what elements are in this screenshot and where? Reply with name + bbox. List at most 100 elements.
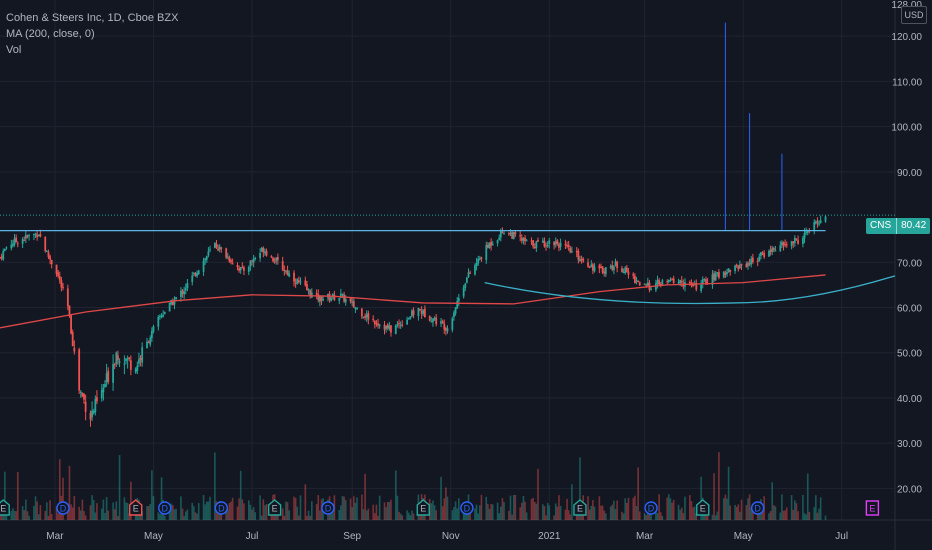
candle-body: [567, 244, 570, 247]
event-letter: E: [133, 504, 139, 514]
candle-body: [401, 324, 404, 326]
earnings-shape: [0, 499, 10, 516]
candle-body: [713, 273, 715, 280]
candle-body: [559, 242, 562, 247]
candle-body: [407, 318, 410, 320]
candle-body: [488, 243, 491, 249]
candle-body: [352, 300, 355, 308]
volume-bar: [624, 498, 627, 520]
candle-body: [125, 358, 127, 362]
earnings-marker[interactable]: E: [865, 500, 880, 516]
candle-body: [659, 284, 662, 286]
volume-bar: [293, 496, 295, 520]
dividend-marker[interactable]: D: [644, 501, 658, 515]
volume-bar: [238, 498, 240, 520]
volume-bar: [315, 504, 318, 520]
candle-body: [441, 321, 444, 324]
volume-bar: [390, 499, 392, 520]
volume-bar: [747, 498, 749, 520]
symbol-title[interactable]: Cohen & Steers Inc, 1D, Cboe BZX: [6, 12, 179, 24]
candle-body: [191, 275, 194, 283]
volume-bar: [309, 515, 311, 520]
candle-body: [432, 318, 434, 323]
dividend-marker[interactable]: D: [56, 501, 70, 515]
dividend-marker[interactable]: D: [460, 501, 474, 515]
volume-bar: [430, 503, 433, 520]
candle-body: [107, 370, 110, 382]
candle-body: [276, 257, 279, 261]
volume-bar: [49, 500, 51, 520]
candle-body: [309, 290, 312, 297]
volume-bar: [26, 511, 29, 520]
chart-legend: Cohen & Steers Inc, 1D, Cboe BZX MA (200…: [6, 10, 178, 58]
earnings-marker[interactable]: E: [696, 499, 710, 516]
candle-body: [782, 241, 785, 246]
volume-bar: [514, 494, 517, 520]
candle-body: [170, 299, 173, 305]
volume-bar: [659, 512, 662, 520]
volume-indicator-label[interactable]: Vol: [6, 44, 22, 56]
dividend-marker[interactable]: D: [750, 501, 765, 515]
volume-bar: [614, 509, 617, 520]
candle-body: [443, 323, 446, 330]
dividend-marker[interactable]: D: [321, 501, 335, 515]
candle-body: [147, 341, 150, 344]
candle-body: [580, 258, 583, 260]
price-axis[interactable]: 20.00 30.00 40.00 50.00 60.00 70.00 90.00 100.0…: [891, 0, 922, 495]
currency-button[interactable]: USD: [901, 6, 927, 24]
volume-bar: [286, 502, 289, 520]
volume-bar: [740, 499, 743, 520]
candle-body: [661, 280, 664, 285]
volume-bar: [735, 506, 738, 520]
candle-body: [163, 311, 166, 314]
dividend-marker[interactable]: D: [214, 501, 229, 515]
earnings-marker[interactable]: E: [129, 499, 143, 516]
candle-body: [141, 347, 144, 363]
volume-bar: [682, 513, 685, 520]
candle-body: [129, 360, 132, 370]
earnings-marker[interactable]: E: [573, 499, 587, 516]
candle-body: [134, 368, 137, 373]
volume-bar: [78, 506, 80, 520]
candle-body: [577, 250, 580, 260]
volume-bar: [669, 498, 672, 520]
candle-body: [225, 248, 228, 258]
dividend-marker[interactable]: D: [158, 501, 172, 515]
volume-bar: [813, 507, 816, 520]
volume-bar: [383, 502, 386, 520]
candle-body: [360, 308, 363, 317]
candle-body: [634, 275, 636, 283]
volume-bar: [656, 513, 659, 520]
volume-bar: [706, 515, 709, 520]
volume-bar: [160, 477, 163, 520]
volume-bar: [525, 512, 528, 520]
volume-bar: [193, 506, 195, 520]
volume-bar: [349, 498, 352, 520]
earnings-marker[interactable]: E: [0, 499, 10, 516]
volume-bar: [474, 508, 476, 520]
time-axis[interactable]: Mar May Jul Sep Nov 2021 Mar May Jul: [46, 531, 848, 542]
dividend-circle: [460, 501, 474, 515]
earnings-marker[interactable]: E: [416, 499, 430, 516]
candle-body: [194, 273, 197, 276]
candle-body: [435, 317, 438, 325]
candle-body: [293, 272, 295, 282]
volume-bar: [343, 496, 345, 520]
volume-bar: [89, 505, 92, 520]
candle-body: [637, 281, 640, 283]
candle-body: [480, 257, 483, 260]
volume-bar: [680, 507, 683, 520]
volume-bar: [727, 466, 730, 520]
ma-indicator-label[interactable]: MA (200, close, 0): [6, 28, 95, 40]
candle-body: [772, 248, 775, 251]
volume-bar: [454, 501, 457, 520]
earnings-marker[interactable]: E: [267, 499, 282, 516]
volume-bar: [524, 501, 526, 520]
volume-bar: [262, 499, 265, 520]
volume-bar: [128, 513, 131, 520]
volume-bar: [310, 501, 313, 520]
candle-body: [45, 250, 48, 252]
volume-bar: [819, 497, 822, 520]
